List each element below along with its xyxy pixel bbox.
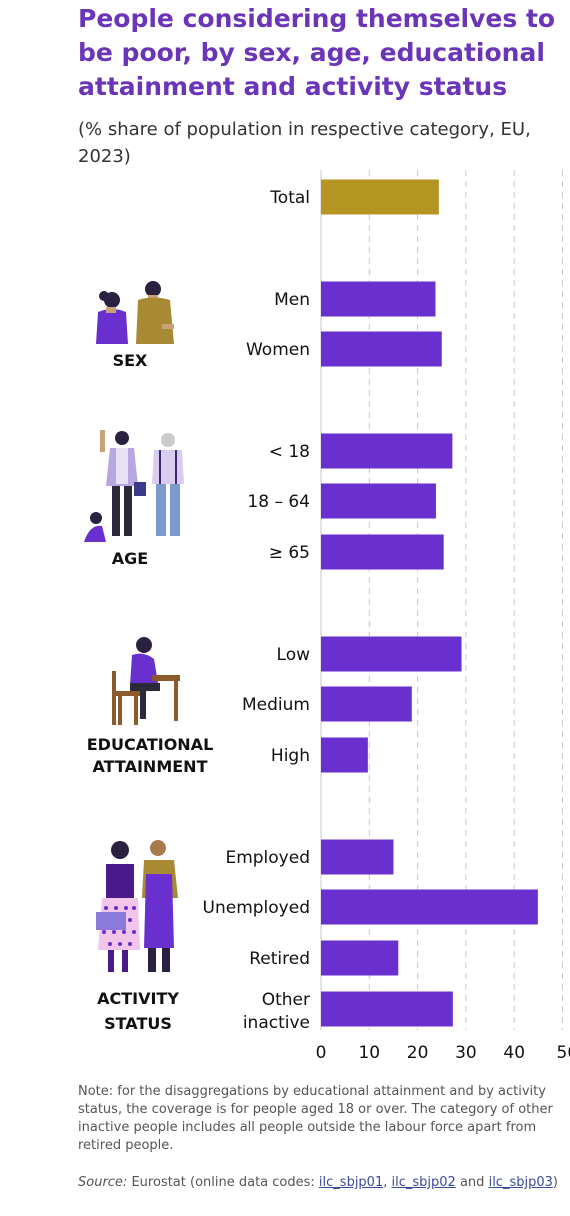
category-label-12: Other inactive — [243, 990, 310, 1033]
source-label: Source: — [78, 1175, 128, 1190]
category-label-3: < 18 — [269, 442, 310, 462]
bar-10 — [321, 889, 538, 925]
family-generations-icon — [84, 430, 184, 542]
group-label-education: EDUCATIONAL ATTAINMENT — [70, 734, 230, 778]
group-label-activity-line1: ACTIVITY — [97, 989, 179, 1008]
category-label-1: Men — [274, 290, 310, 310]
chart-source: Source: Eurostat (online data codes: ilc… — [78, 1175, 558, 1190]
bar-8 — [321, 737, 368, 773]
chart-subtitle: (% share of population in respective cat… — [78, 119, 531, 167]
category-label-7: Medium — [242, 695, 310, 715]
bar-4 — [321, 483, 436, 519]
chart-note: Note: for the disaggregations by educati… — [78, 1084, 553, 1153]
category-label-11: Retired — [249, 949, 310, 969]
category-label-2: Women — [246, 340, 310, 360]
workers-icon — [96, 840, 178, 972]
category-label-9: Employed — [225, 848, 310, 868]
data-code-link-2[interactable]: ilc_sbjp02 — [391, 1175, 456, 1190]
category-label-6: Low — [277, 645, 311, 665]
group-label-sex: SEX — [112, 351, 148, 370]
data-code-link-1[interactable]: ilc_sbjp01 — [318, 1175, 384, 1190]
tick-label-0: 0 — [316, 1043, 327, 1063]
category-label-0: Total — [269, 188, 310, 208]
woman-and-man-icon — [96, 281, 174, 344]
tick-label-50: 50 — [557, 1043, 570, 1063]
bar-5 — [321, 534, 444, 570]
chart-title: People considering themselves to be poor… — [78, 4, 556, 101]
group-label-education-line2: ATTAINMENT — [92, 757, 208, 776]
bar-6 — [321, 636, 462, 672]
bar-9 — [321, 839, 394, 875]
bar-chart: Total Men Women < 18 18 – 64 ≥ 65 Low Medium Hig… — [203, 170, 570, 1063]
category-label-4: 18 – 64 — [247, 492, 310, 512]
bar-7 — [321, 686, 412, 722]
bar-3 — [321, 433, 453, 469]
group-label-education-line1: EDUCATIONAL — [86, 735, 214, 754]
source-text: Eurostat (online data codes: — [131, 1175, 315, 1190]
group-label-age: AGE — [111, 549, 149, 568]
category-labels: Total Men Women < 18 18 – 64 ≥ 65 Low Medium Hig… — [203, 188, 311, 1033]
group-label-activity: ACTIVITY STATUS — [58, 986, 218, 1036]
category-label-8: High — [271, 746, 310, 766]
tick-label-30: 30 — [455, 1043, 477, 1063]
bar-0 — [321, 179, 439, 215]
category-label-5: ≥ 65 — [269, 543, 310, 563]
x-axis-tick-labels: 0 10 20 30 40 50 — [316, 1043, 570, 1063]
data-code-link-3[interactable]: ilc_sbjp03 — [488, 1175, 553, 1190]
tick-label-10: 10 — [358, 1043, 380, 1063]
group-label-activity-line2: STATUS — [104, 1014, 172, 1033]
bar-11 — [321, 940, 399, 976]
student-at-desk-icon — [112, 637, 180, 725]
bars — [321, 179, 538, 1027]
category-label-10: Unemployed — [203, 898, 310, 918]
bar-1 — [321, 281, 436, 317]
tick-label-20: 20 — [407, 1043, 429, 1063]
bar-2 — [321, 331, 442, 367]
tick-label-40: 40 — [503, 1043, 525, 1063]
bar-12 — [321, 991, 453, 1027]
